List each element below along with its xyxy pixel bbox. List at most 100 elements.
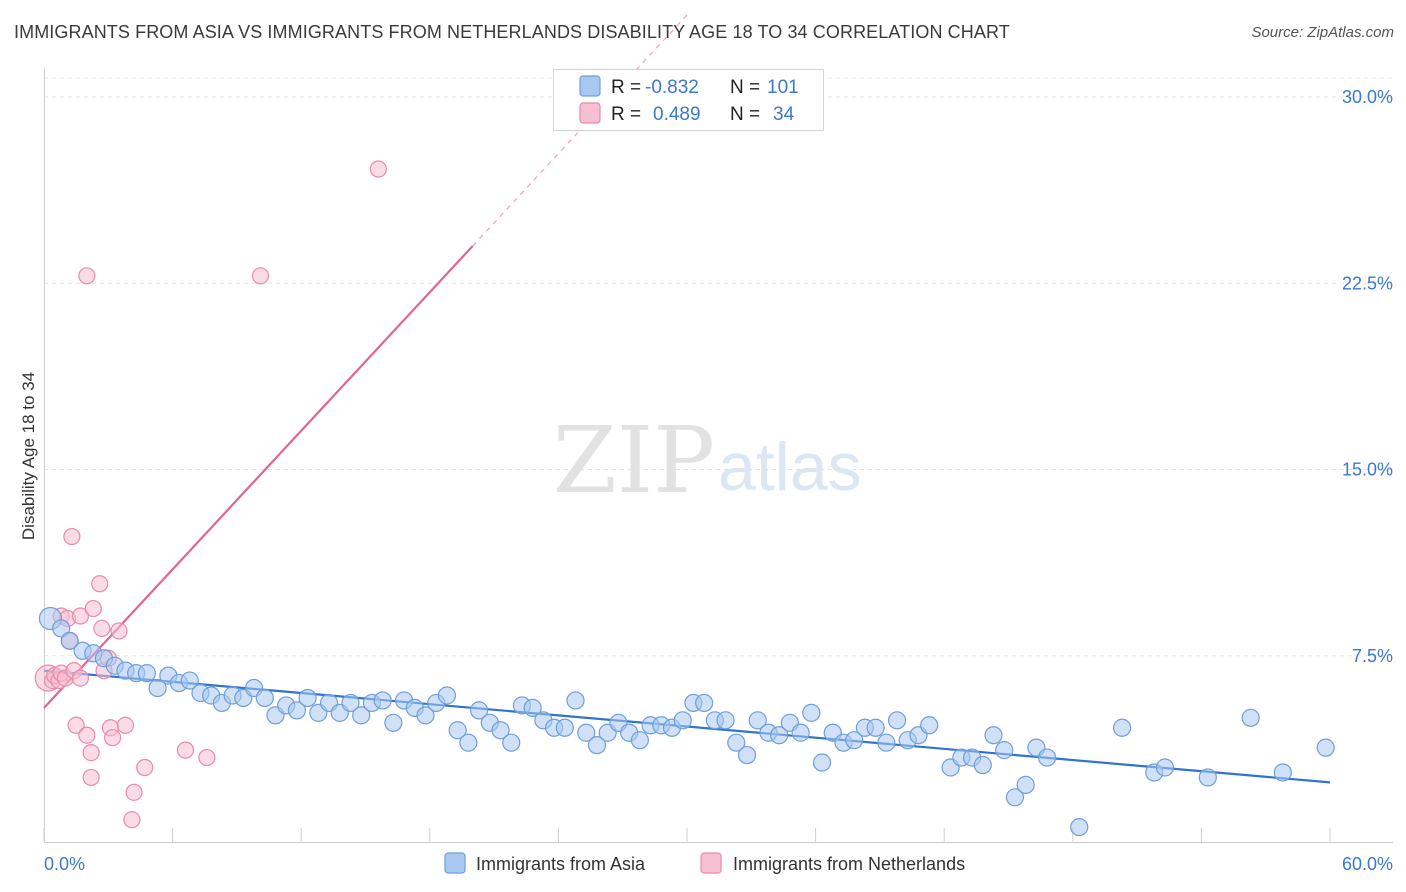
asia-point [298, 688, 317, 708]
asia-point [812, 753, 832, 772]
netherlands-point [110, 622, 128, 640]
asia-point [180, 671, 199, 690]
x-tick-label-min: 0.0% [44, 854, 85, 874]
series-legend: Immigrants from Asia Immigrants from Net… [444, 852, 965, 874]
netherlands-trend-line [43, 245, 474, 709]
netherlands-point [103, 729, 122, 747]
asia-point [1112, 718, 1132, 737]
watermark-zip: ZIP [553, 407, 715, 514]
asia-point [1316, 738, 1335, 757]
netherlands-point [123, 811, 141, 829]
asia-r-label: R = [611, 77, 641, 98]
netherlands-r-value: 0.489 [653, 104, 701, 125]
asia-point [1241, 708, 1260, 727]
asia-legend-swatch [579, 75, 601, 97]
asia-point [1016, 775, 1035, 794]
asia-n-label: N = [730, 77, 760, 98]
asia-point [137, 664, 156, 683]
asia-point [737, 745, 757, 765]
netherlands-point [369, 160, 387, 178]
netherlands-point [125, 783, 143, 801]
netherlands-point [63, 527, 81, 546]
asia-point [748, 711, 767, 730]
asia-point [577, 723, 596, 742]
netherlands-point [91, 575, 109, 593]
netherlands-n-value: 34 [773, 104, 795, 125]
asia-r-value: -0.832 [645, 77, 699, 98]
asia-point [791, 723, 810, 742]
asia-point [695, 693, 714, 713]
asia-point [555, 718, 574, 737]
asia-point [1198, 768, 1217, 787]
netherlands-point [93, 619, 111, 638]
asia-point [52, 619, 71, 638]
asia-point [587, 736, 607, 755]
asia-point [148, 678, 167, 698]
source-label: Source: ZipAtlas.com [1251, 24, 1394, 41]
asia-point [920, 716, 939, 735]
asia-point [973, 755, 992, 775]
asia-point [469, 701, 489, 720]
asia-point [1037, 748, 1057, 767]
asia-point [1005, 788, 1025, 807]
asia-point [459, 733, 478, 752]
asia-point [287, 701, 307, 720]
asia-point [60, 631, 79, 650]
series-legend-netherlands-swatch [700, 852, 722, 874]
asia-point [523, 698, 542, 718]
asia-point [995, 741, 1014, 760]
series-legend-netherlands-label: Immigrants from Netherlands [733, 854, 965, 874]
asia-point [384, 713, 403, 732]
y-tick-label: 7.5% [1352, 646, 1393, 666]
asia-point [877, 733, 896, 752]
netherlands-trend-extension [472, 14, 688, 247]
netherlands-point [176, 741, 195, 759]
asia-point [630, 731, 649, 750]
netherlands-n-label: N = [730, 104, 760, 125]
asia-point [1273, 763, 1292, 782]
stats-legend: R = -0.832 N = 101 R = 0.489 N = 34 [553, 69, 824, 131]
asia-point [802, 703, 821, 722]
asia-n-value: 101 [767, 77, 799, 98]
netherlands-point [251, 267, 270, 285]
netherlands-point [71, 669, 90, 687]
asia-point [716, 711, 735, 730]
asia-point [770, 726, 789, 745]
axes [44, 68, 1393, 843]
asia-point [673, 711, 692, 730]
netherlands-point [67, 716, 85, 734]
x-tick-label-max: 60.0% [1342, 854, 1393, 874]
y-tick-label: 22.5% [1342, 273, 1393, 293]
asia-point [448, 721, 467, 740]
watermark-atlas: atlas [718, 429, 862, 505]
asia-point [984, 726, 1003, 745]
asia-point [845, 731, 864, 750]
asia-point [416, 706, 435, 725]
netherlands-r-label: R = [611, 104, 641, 125]
asia-point [502, 733, 521, 752]
asia-point [727, 733, 746, 752]
netherlands-point [82, 768, 100, 787]
netherlands-point [82, 743, 100, 762]
asia-point [341, 693, 360, 713]
x-ticks [43, 828, 1331, 842]
chart-title: IMMIGRANTS FROM ASIA VS IMMIGRANTS FROM … [14, 22, 1010, 42]
asia-point [255, 688, 274, 708]
asia-point [866, 718, 885, 737]
netherlands-point [71, 607, 90, 625]
asia-point [1155, 758, 1175, 777]
netherlands-points [34, 160, 387, 829]
netherlands-point [84, 599, 102, 618]
y-tick-label: 30.0% [1342, 87, 1393, 107]
asia-point [437, 686, 457, 705]
y-tick-label: 15.0% [1342, 460, 1393, 480]
series-legend-asia-label: Immigrants from Asia [476, 854, 646, 874]
grid [44, 77, 1393, 657]
netherlands-point [116, 716, 135, 734]
asia-points [38, 606, 1335, 837]
asia-point [373, 691, 392, 710]
netherlands-point [78, 267, 96, 285]
netherlands-point [78, 726, 96, 744]
series-legend-asia-swatch [444, 852, 466, 874]
